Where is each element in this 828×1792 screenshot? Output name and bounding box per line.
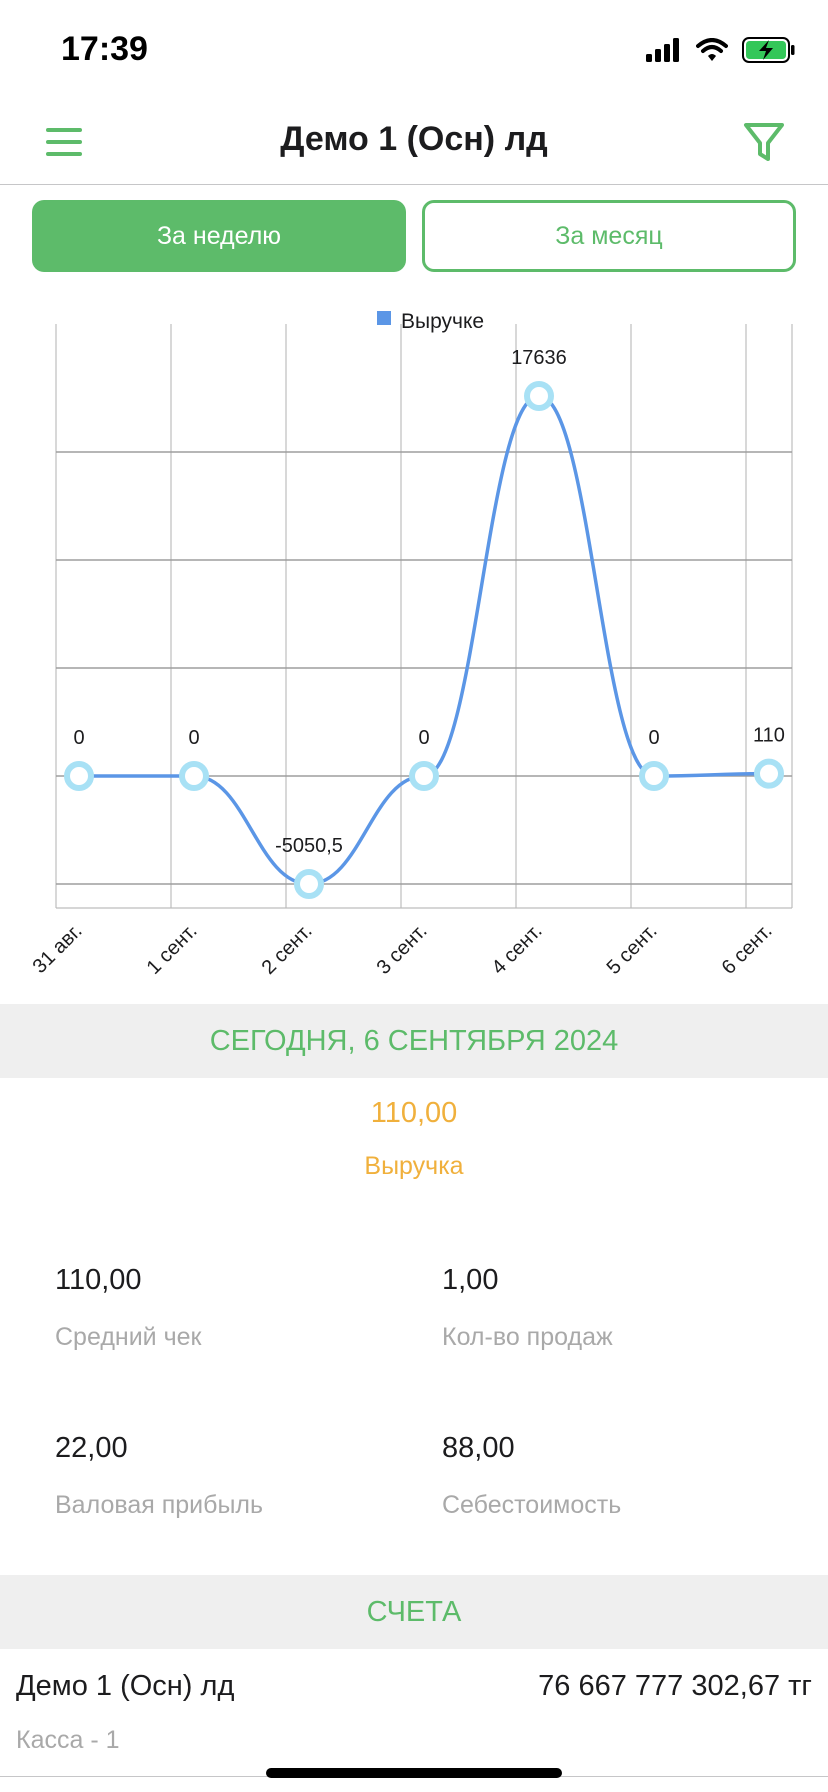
- stat-gross-profit: 22,00 Валовая прибыль: [55, 1432, 263, 1520]
- page-title: Демо 1 (Осн) лд: [280, 120, 548, 158]
- data-point[interactable]: [639, 761, 669, 791]
- data-point[interactable]: [409, 761, 439, 791]
- status-icons: [646, 34, 796, 66]
- x-tick-label: 5 сент.: [603, 920, 662, 979]
- data-label: -5050,5: [275, 835, 343, 857]
- account-name: Демо 1 (Осн) лд: [16, 1670, 235, 1702]
- status-time: 17:39: [61, 30, 148, 68]
- wifi-icon: [696, 38, 728, 61]
- stat-label: Средний чек: [55, 1323, 202, 1351]
- data-point[interactable]: [754, 758, 784, 789]
- home-indicator: [266, 1768, 562, 1778]
- account-cashbox: Касса - 1: [16, 1726, 120, 1754]
- month-tab-button[interactable]: За месяц: [422, 200, 796, 272]
- data-label: 17636: [511, 347, 567, 369]
- legend-swatch: [377, 311, 391, 325]
- status-bar: 17:39: [0, 0, 828, 100]
- revenue-line-chart: Выручке 0 0 -5050,5 0 17636 0 110 31 авг. 1 сен…: [29, 310, 793, 979]
- filter-button[interactable]: [736, 116, 792, 168]
- stat-value: 22,00: [55, 1432, 128, 1464]
- stat-value: 88,00: [442, 1432, 515, 1464]
- account-amount: 76 667 777 302,67 тг: [538, 1670, 812, 1702]
- x-tick-label: 1 сент.: [143, 920, 202, 979]
- account-row[interactable]: Демо 1 (Осн) лд 76 667 777 302,67 тг Кас…: [0, 1650, 828, 1777]
- stat-value: 1,00: [442, 1264, 499, 1296]
- data-label: 0: [648, 727, 659, 749]
- x-tick-label: 2 сент.: [258, 920, 317, 979]
- x-tick-label: 31 авг.: [29, 920, 87, 978]
- stat-label: Себестоимость: [442, 1491, 622, 1519]
- cellular-signal-icon: [646, 38, 679, 62]
- data-point[interactable]: [64, 761, 94, 791]
- data-point[interactable]: [524, 381, 554, 411]
- data-label: 110: [753, 725, 785, 747]
- x-tick-label: 6 сент.: [718, 920, 777, 979]
- data-label: 0: [188, 727, 199, 749]
- menu-button[interactable]: [36, 118, 92, 166]
- stat-label: Валовая прибыль: [55, 1491, 264, 1519]
- x-tick-label: 4 сент.: [488, 920, 547, 979]
- period-segmented-control: За неделю За месяц: [32, 200, 796, 272]
- date-header: СЕГОДНЯ, 6 СЕНТЯБРЯ 2024: [0, 1004, 828, 1078]
- revenue-series-line: [79, 394, 770, 886]
- data-point[interactable]: [294, 869, 324, 899]
- x-tick-label: 3 сент.: [373, 920, 432, 979]
- stat-average-check: 110,00 Средний чек: [55, 1264, 201, 1352]
- nav-bar: Демо 1 (Осн) лд: [0, 100, 828, 185]
- data-label: 0: [418, 727, 429, 749]
- stat-label: Кол-во продаж: [442, 1323, 613, 1351]
- revenue-label: Выручка: [364, 1152, 464, 1180]
- data-label: 0: [73, 727, 84, 749]
- data-point[interactable]: [179, 761, 209, 791]
- stat-sales-count: 1,00 Кол-во продаж: [442, 1264, 613, 1352]
- battery-charging-icon: [742, 37, 795, 63]
- stat-value: 110,00: [55, 1264, 142, 1296]
- legend-label: Выручке: [401, 310, 484, 333]
- revenue-value: 110,00: [370, 1097, 458, 1129]
- filter-icon: [744, 123, 784, 161]
- week-tab-button[interactable]: За неделю: [32, 200, 406, 272]
- accounts-header: СЧЕТА: [0, 1575, 828, 1649]
- stat-cost-price: 88,00 Себестоимость: [442, 1432, 621, 1520]
- hamburger-menu-icon: [46, 128, 82, 156]
